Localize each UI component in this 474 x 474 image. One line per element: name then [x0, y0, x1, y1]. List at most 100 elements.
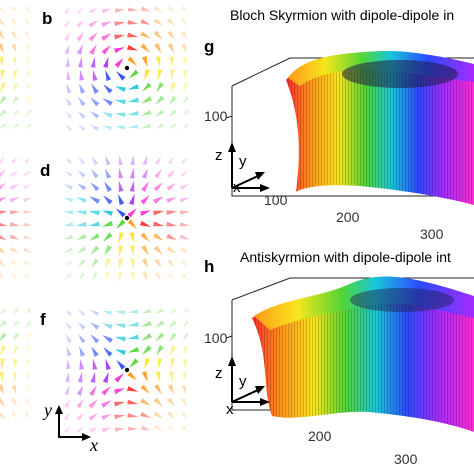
antiskyrmion-core-h — [350, 288, 454, 312]
strip-d-arrow — [23, 184, 32, 190]
strip-d-arrow — [9, 246, 20, 254]
strip-d-arrow — [10, 170, 19, 178]
panel-b-arrow — [63, 7, 71, 15]
panel-d-arrow — [166, 210, 178, 216]
panel-b-arrow — [65, 110, 73, 119]
panel-b-arrow — [65, 124, 73, 132]
panel-f-arrow — [167, 397, 175, 408]
panel-f-arrow — [141, 320, 152, 328]
panel-b-arrow — [182, 109, 190, 118]
panel-f-arrow — [167, 411, 176, 420]
panel-f-arrow — [168, 371, 174, 383]
strip-f-arrow — [12, 320, 20, 329]
strip-d-arrow — [23, 210, 33, 215]
panel-d-arrow — [140, 195, 150, 205]
y-arrow-g — [231, 175, 259, 189]
panel-d-arrow — [153, 245, 163, 255]
panel-f-arrow — [181, 384, 187, 395]
strip-f-arrow — [11, 307, 20, 315]
panel-b-arrow — [77, 56, 83, 68]
panel-d-arrow — [129, 180, 135, 192]
panel-b-arrow — [105, 69, 112, 81]
x-tick-g-0: 100 — [264, 192, 288, 208]
coord-x-label: x — [89, 435, 98, 455]
strip-b-arrow — [10, 18, 18, 27]
strip-f-arrow — [11, 384, 17, 395]
strip-b-arrow — [0, 122, 7, 129]
panel-b-arrow — [78, 83, 86, 94]
strip-f-arrow — [26, 359, 31, 369]
x-tick-g-2: 300 — [420, 226, 444, 242]
strip-b-arrow — [10, 30, 18, 41]
panel-b-arrow — [167, 30, 175, 41]
panel-f-arrow — [167, 384, 175, 395]
panel-b-arrow — [140, 6, 151, 12]
panel-f-arrow — [154, 384, 162, 395]
panel-d-arrow — [167, 259, 176, 268]
y-arrowhead — [55, 405, 63, 414]
panel-b-arrow — [144, 69, 151, 81]
panel-f-arrow — [77, 371, 83, 383]
antiskyrmion-top-rim-h — [254, 276, 474, 330]
panel-b-arrow — [154, 43, 162, 54]
panel-b-arrow — [77, 124, 86, 132]
z-tick-label-g: 100 — [204, 108, 228, 124]
panel-b-arrow — [91, 83, 99, 94]
panel-b-arrow — [127, 97, 139, 103]
panel-d-arrow — [63, 183, 74, 190]
panel-d-arrow — [90, 245, 100, 255]
panel-d-arrow — [153, 210, 165, 216]
panel-f-arrow — [88, 413, 99, 421]
panel-b-arrow — [64, 44, 70, 55]
panel-b-arrow — [102, 98, 113, 106]
panel-letter-f: f — [40, 310, 46, 329]
strip-b-arrow — [24, 6, 31, 13]
panel-f-arrow — [77, 321, 86, 330]
panel-d-arrow — [77, 169, 86, 178]
panel-b-arrow — [127, 32, 139, 38]
panel-d-arrow — [76, 246, 87, 254]
panel-b-arrow — [128, 124, 139, 129]
panel-d-arrow — [167, 272, 175, 281]
panel-f-arrow — [182, 307, 190, 315]
panel-f-arrow — [116, 359, 126, 370]
panel-b-arrow — [153, 18, 164, 26]
panel-f-arrow — [140, 384, 150, 394]
panel-d-arrow — [65, 272, 73, 280]
panel-f-arrow — [66, 346, 72, 357]
panel-f-arrow — [89, 385, 97, 396]
x-arrowhead — [82, 433, 91, 441]
panel-d-arrow — [89, 233, 100, 241]
strip-b-arrow — [26, 96, 32, 105]
panel-d-arrow — [179, 210, 190, 215]
panel-f-arrow — [102, 322, 113, 330]
strip-d-arrow — [10, 156, 18, 165]
strip-d-arrow — [23, 247, 32, 253]
panel-d-core-dot — [124, 215, 130, 221]
panel-d-arrow — [127, 208, 137, 218]
panel-b-arrow — [168, 56, 174, 68]
panel-d-arrow — [179, 234, 190, 240]
panel-d-arrow — [180, 272, 188, 280]
panel-b-arrow — [102, 111, 113, 119]
strip-b-arrow — [0, 30, 6, 41]
panel-b-arrow — [154, 109, 165, 117]
left-vector-strips — [0, 5, 33, 420]
strip-f-arrow — [25, 308, 32, 315]
panel-d-arrow — [153, 196, 164, 204]
strip-b-arrow — [13, 82, 19, 93]
panel-d-arrow — [118, 155, 123, 166]
panel-d-arrow — [141, 181, 149, 192]
panel-d-arrow — [166, 196, 177, 204]
panel-b-arrow — [168, 109, 177, 118]
panel-b-arrow — [180, 18, 188, 27]
strip-f-arrow — [0, 384, 5, 395]
x-tick-h-1: 300 — [394, 451, 418, 467]
panel-d-arrow — [63, 222, 74, 227]
panel-b-arrow — [154, 123, 165, 130]
panel-b-arrow — [127, 110, 139, 116]
panel-f-core-dot — [124, 367, 130, 373]
panel-d-arrow — [91, 258, 99, 269]
panel-f-arrow — [127, 347, 139, 353]
panel-d-arrow — [78, 156, 86, 165]
